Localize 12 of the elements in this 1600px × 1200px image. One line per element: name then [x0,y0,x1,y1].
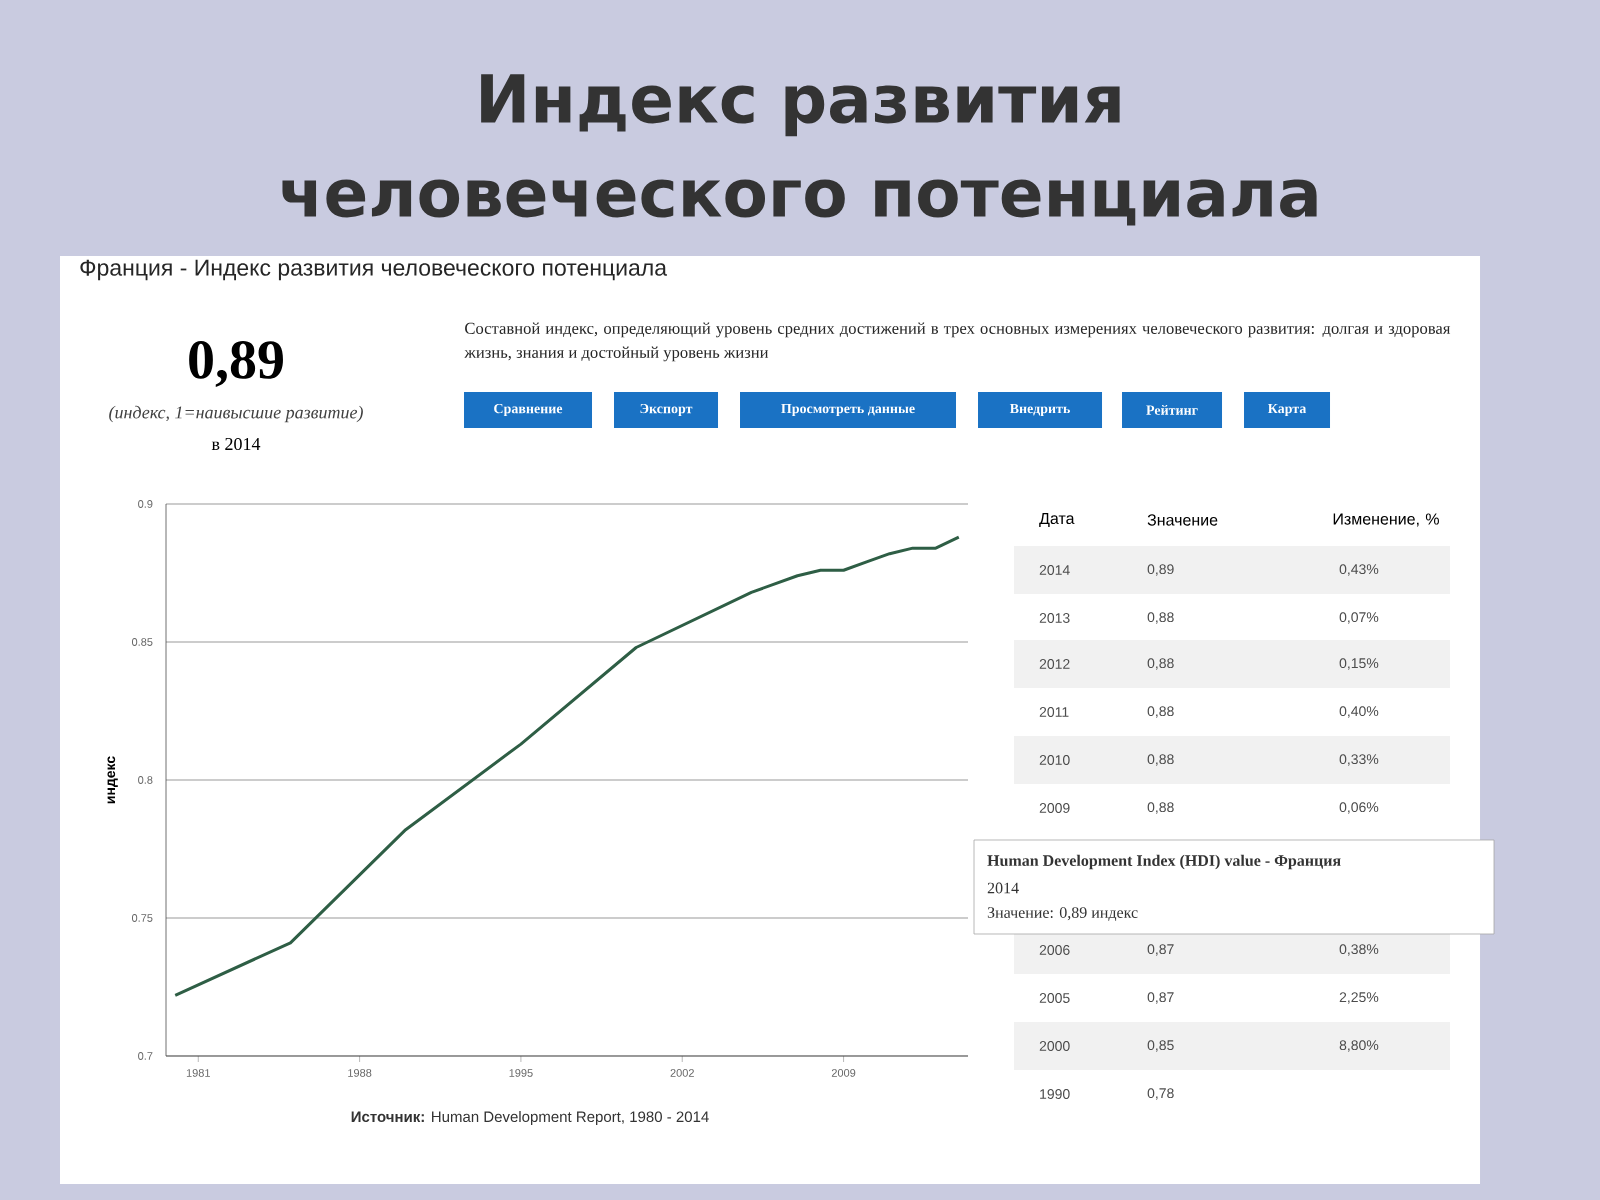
chart-subtitle: Франция - Индекс развития человеческого потенциала [80,259,668,281]
text: Значение: 0,89 индекс [987,907,1138,921]
text: Изменение, % [1333,513,1439,527]
text: в 2014 [211,437,261,451]
text: (индекс, 1=наивысшие развитие) [109,405,363,423]
text: Human Development Index (HDI) value - Франция [987,854,1341,870]
text: Дата [1039,512,1075,528]
text: 0,89 [189,341,283,387]
text: Составной индекс, определяющий уровень средних достижений в трех основных измерениях человеческого развития: долгая и здоровая жизнь, знания и достойный уровень жизни [464,322,1451,362]
text: 2014 [987,882,1019,894]
text: Значение [1147,514,1218,526]
chart-title: Индекс развития человеческого потенциала [282,74,1317,226]
